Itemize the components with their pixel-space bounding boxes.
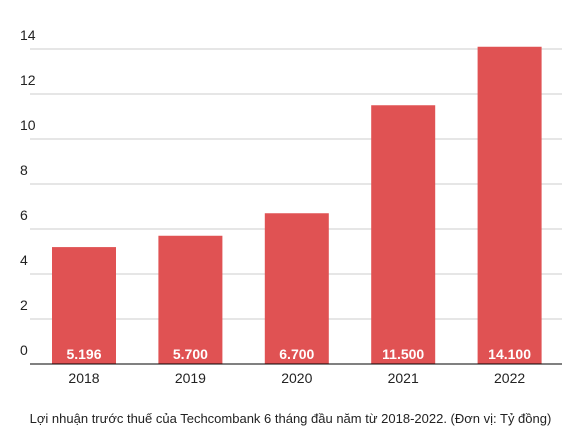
data-label: 11.500: [382, 346, 424, 362]
y-tick-label: 10: [20, 117, 36, 133]
chart-caption: Lợi nhuận trước thuế của Techcombank 6 t…: [29, 411, 552, 426]
bars: [52, 46, 542, 364]
bar: [52, 247, 116, 364]
x-tick-label: 2021: [388, 370, 419, 386]
y-tick-label: 14: [20, 27, 36, 43]
y-tick-label: 6: [20, 207, 28, 223]
data-label: 5.196: [66, 346, 101, 362]
x-tick-label: 2022: [494, 370, 525, 386]
bar: [264, 213, 329, 364]
data-label: 5.700: [173, 346, 208, 362]
x-axis-tick-labels: 2018 2019 2020 2021 2022: [68, 370, 525, 386]
y-tick-label: 8: [20, 162, 28, 178]
x-tick-label: 2018: [68, 370, 99, 386]
x-tick-label: 2020: [281, 370, 312, 386]
bar: [477, 46, 542, 364]
y-tick-label: 4: [20, 252, 28, 268]
bar: [371, 105, 436, 364]
y-tick-label: 12: [20, 72, 36, 88]
bar: [158, 235, 223, 364]
data-labels: 5.196 5.700 6.700 11.500 14.100: [66, 346, 531, 362]
y-axis-tick-labels: 0 2 4 6 8 10 12 14: [20, 27, 36, 358]
data-label: 6.700: [279, 346, 314, 362]
data-label: 14.100: [488, 346, 531, 362]
y-tick-label: 2: [20, 297, 28, 313]
y-tick-label: 0: [20, 342, 28, 358]
x-tick-label: 2019: [175, 370, 206, 386]
